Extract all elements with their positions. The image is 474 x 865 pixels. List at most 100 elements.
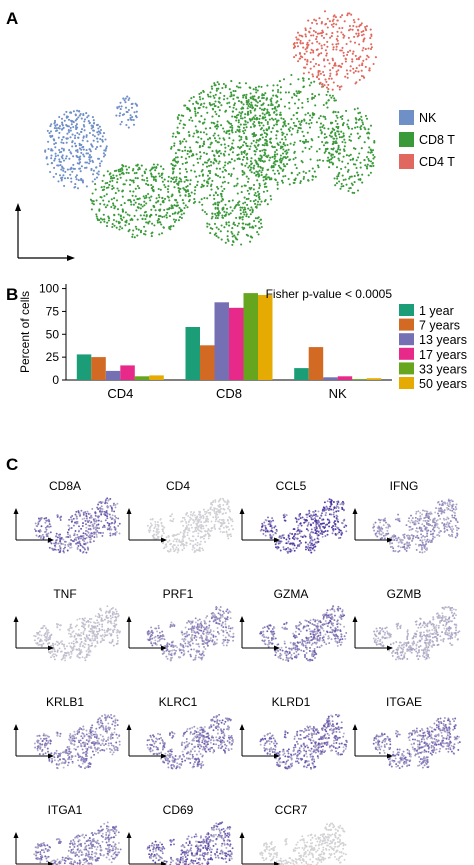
feature-point	[323, 501, 326, 504]
feature-point	[94, 517, 97, 520]
umap-point	[214, 216, 217, 220]
feature-point	[113, 526, 116, 529]
umap-point	[255, 100, 258, 103]
umap-point	[62, 142, 65, 145]
umap-point	[260, 121, 263, 124]
feature-point	[206, 515, 209, 518]
umap-point	[256, 179, 259, 182]
umap-point	[256, 89, 259, 92]
umap-point	[363, 126, 366, 129]
umap-point	[365, 25, 368, 28]
feature-point	[420, 517, 422, 520]
feature-point	[94, 645, 96, 648]
umap-point	[63, 119, 66, 122]
feature-point	[82, 532, 85, 535]
umap-point	[224, 110, 227, 113]
feature-point	[318, 521, 321, 524]
umap-point	[249, 209, 252, 212]
feature-point	[199, 530, 202, 533]
umap-point	[67, 118, 71, 121]
umap-point	[153, 166, 156, 169]
umap-point	[122, 97, 125, 100]
feature-point	[315, 527, 318, 530]
umap-point	[222, 82, 225, 86]
umap-point	[217, 213, 220, 216]
umap-point	[88, 131, 91, 135]
feature-point	[201, 547, 204, 550]
feature-point	[68, 518, 71, 521]
feature-point	[59, 516, 62, 519]
umap-point	[313, 80, 316, 83]
umap-point	[125, 123, 128, 127]
umap-point	[265, 97, 269, 100]
feature-point	[197, 513, 200, 516]
umap-point	[125, 171, 128, 174]
feature-point	[182, 540, 185, 542]
feature-point	[197, 518, 200, 521]
umap-point	[289, 83, 292, 86]
feature-plot-title: CD8A	[49, 479, 81, 493]
umap-point	[254, 88, 258, 91]
umap-point	[284, 135, 287, 139]
feature-point	[81, 525, 84, 527]
umap-point	[266, 189, 269, 192]
feature-point	[415, 512, 418, 515]
feature-point	[157, 627, 160, 630]
umap-point	[334, 184, 337, 187]
umap-point	[220, 195, 223, 198]
umap-point	[113, 224, 116, 227]
feature-point	[405, 542, 408, 545]
umap-point	[74, 145, 77, 148]
umap-point	[202, 131, 206, 134]
umap-point	[235, 203, 239, 206]
umap-point	[68, 149, 71, 152]
umap-point	[289, 126, 292, 129]
umap-point	[54, 155, 57, 158]
umap-point	[170, 180, 173, 183]
umap-point	[302, 135, 305, 138]
umap-point	[218, 137, 221, 140]
umap-point	[119, 176, 122, 179]
feature-point	[455, 519, 458, 522]
feature-point	[82, 550, 85, 553]
umap-point	[294, 163, 297, 166]
feature-point	[218, 527, 221, 530]
umap-point	[315, 150, 319, 153]
umap-point	[328, 134, 331, 137]
umap-point	[304, 33, 307, 36]
feature-point	[68, 653, 71, 656]
umap-point	[95, 215, 98, 218]
umap-point	[362, 59, 365, 62]
umap-point	[157, 193, 160, 197]
feature-point	[109, 532, 112, 535]
umap-point	[208, 146, 211, 149]
umap-point	[152, 175, 155, 178]
feature-point	[61, 640, 63, 643]
feature-point	[86, 530, 89, 533]
umap-point	[131, 235, 134, 238]
feature-point	[285, 542, 288, 545]
umap-point	[255, 91, 258, 94]
umap-point	[60, 178, 63, 181]
feature-point	[187, 523, 190, 526]
feature-point	[172, 547, 175, 550]
umap-point	[67, 129, 70, 132]
feature-point	[426, 538, 429, 541]
umap-point	[262, 96, 265, 100]
umap-point	[134, 201, 137, 204]
umap-point	[245, 93, 248, 96]
umap-point	[249, 213, 252, 216]
umap-point	[326, 45, 329, 48]
feature-point	[109, 528, 112, 531]
feature-point	[309, 535, 312, 538]
umap-point	[261, 93, 264, 96]
feature-point	[91, 629, 94, 632]
umap-point	[251, 133, 254, 136]
umap-point	[220, 124, 223, 127]
umap-point	[302, 72, 305, 75]
bar	[323, 377, 338, 380]
feature-point	[77, 537, 80, 540]
feature-point	[408, 546, 411, 549]
umap-point	[331, 163, 334, 166]
